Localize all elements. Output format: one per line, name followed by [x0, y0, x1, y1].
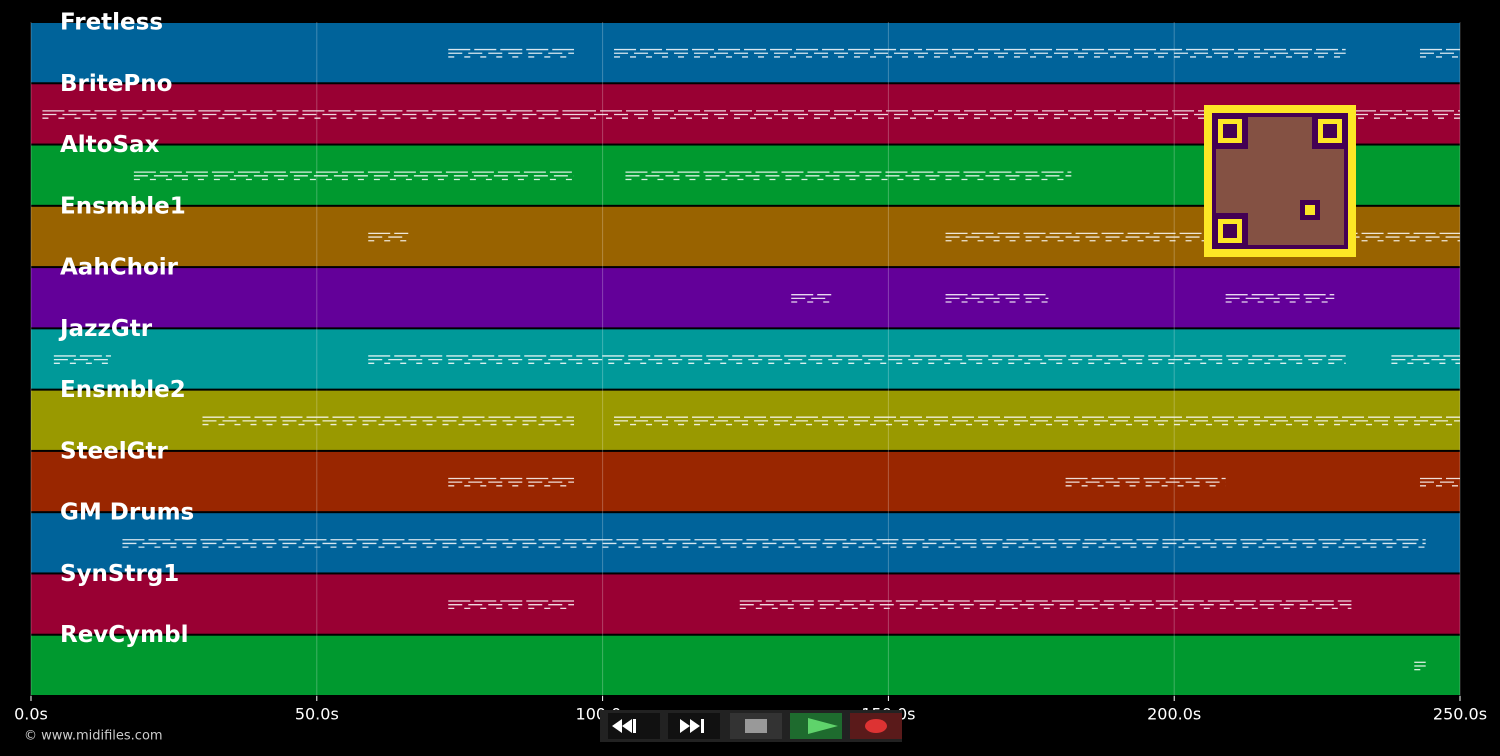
x-tick-label: 250.0s	[1433, 705, 1487, 724]
track-label: SteelGtr	[60, 438, 169, 464]
track-label: BritePno	[60, 71, 172, 97]
copyright: © www.midifiles.com	[24, 729, 163, 744]
track-label: RevCymbl	[60, 622, 189, 648]
qr-code	[1204, 105, 1356, 257]
x-tick-label: 0.0s	[14, 705, 48, 724]
track-label: JazzGtr	[58, 316, 153, 342]
track-label: AltoSax	[60, 132, 160, 158]
track-label: SynStrg1	[60, 561, 179, 587]
record-button[interactable]	[850, 713, 902, 739]
notes	[42, 48, 1460, 671]
play-button[interactable]	[790, 713, 842, 739]
track-lane	[31, 635, 1460, 695]
track-label: Fretless	[60, 10, 163, 36]
track-lane	[31, 451, 1460, 512]
track-label: GM Drums	[60, 500, 194, 526]
stop-button[interactable]	[730, 713, 782, 739]
rewind-button[interactable]	[608, 713, 660, 739]
x-tick-label: 50.0s	[295, 705, 339, 724]
forward-button[interactable]	[668, 713, 720, 739]
track-lane	[31, 268, 1460, 328]
track-labels: Fretless BritePno AltoSax Ensmble1 AahChoir J…	[58, 10, 194, 649]
track-label: Ensmble2	[60, 377, 186, 403]
x-tick-label: 200.0s	[1147, 705, 1201, 724]
track-label: AahChoir	[60, 255, 179, 281]
transport-controls	[600, 710, 902, 742]
track-lane	[31, 329, 1460, 389]
track-label: Ensmble1	[60, 193, 186, 219]
